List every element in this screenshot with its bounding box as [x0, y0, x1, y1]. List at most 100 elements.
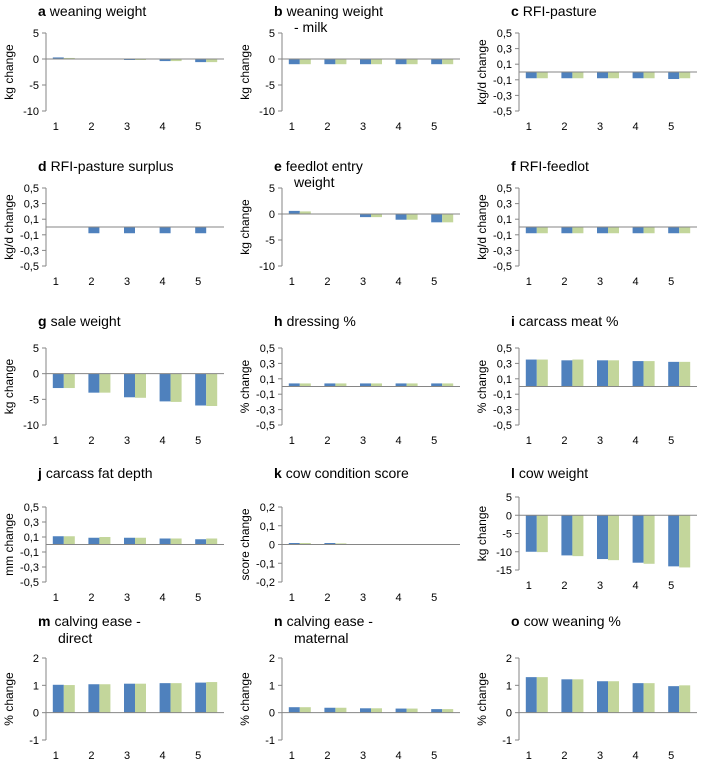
y-tick-label: -5 [265, 80, 275, 92]
bar-series-1-cat-2 [324, 59, 336, 65]
chart-subtitle: weight [294, 174, 335, 190]
x-tick-label: 1 [526, 580, 532, 592]
chart-title: c RFI-pasture [511, 3, 597, 19]
x-tick-label: 1 [53, 276, 59, 288]
bar-series-1-cat-4 [632, 72, 644, 79]
bar-series-1-cat-1 [288, 210, 300, 214]
bar-series-1-cat-5 [195, 682, 207, 713]
panel-title-text: weaning weight [286, 3, 384, 19]
x-tick-label: 3 [124, 276, 130, 288]
x-tick-label: 2 [561, 435, 567, 447]
bar-series-1-cat-3 [124, 537, 135, 545]
bar-series-1-cat-3 [360, 214, 371, 218]
bar-series-1-cat-4 [632, 515, 644, 563]
chart-title: b weaning weight [274, 3, 383, 19]
panel-letter: m [38, 613, 51, 629]
x-tick-label: 5 [431, 435, 437, 447]
chart-title: f RFI-feedlot [511, 158, 589, 174]
y-tick-label: -0,5 [493, 420, 512, 432]
x-tick-label: 2 [324, 592, 330, 604]
x-tick-label: 3 [597, 750, 603, 762]
y-tick-label: 0 [33, 54, 39, 66]
bar-series-1-cat-1 [525, 72, 537, 79]
y-tick-label: 0,5 [24, 183, 39, 195]
y-tick-label: 0,5 [497, 183, 512, 195]
bar-series-1-cat-1 [52, 536, 64, 545]
bar-series-1-cat-1 [288, 543, 300, 545]
bar-series-2-cat-2 [99, 373, 111, 393]
chart-svg: 0,5 0,3 0,1 -0,1 -0,3 -0,5 kg/d change 1 2 3 4 5 [475, 28, 697, 133]
y-tick-label: -0,5 [20, 261, 39, 273]
chart-panel-k: k cow condition score 0,2 0,1 0 -0,1 -0,2 score… [236, 462, 472, 615]
y-tick-label: 0,1 [24, 532, 39, 544]
y-tick-label: -0,5 [256, 420, 275, 432]
bar-series-2-cat-2 [572, 72, 584, 79]
y-tick-label: -10 [259, 106, 275, 118]
x-tick-label: 3 [360, 592, 366, 604]
x-tick-label: 3 [360, 750, 366, 762]
bar-series-1-cat-2 [561, 72, 573, 79]
bar-series-1-cat-1 [525, 677, 537, 713]
y-tick-label: 5 [33, 343, 39, 355]
x-tick-label: 1 [526, 121, 532, 133]
bar-series-2-cat-4 [170, 59, 182, 62]
bar-series-1-cat-5 [195, 227, 207, 234]
chart-panel-h: h dressing % 0,5 0,3 0,1 -0,1 -0,3 -0,5 % change… [236, 310, 472, 463]
bar-series-2-cat-2 [99, 684, 111, 713]
bar-series-1-cat-2 [324, 707, 336, 713]
x-tick-label: 2 [561, 121, 567, 133]
bar-series-1-cat-5 [195, 59, 207, 63]
chart-subtitle: - milk [294, 19, 328, 35]
y-axis-label: kg/d change [2, 194, 16, 260]
x-tick-label: 4 [160, 121, 166, 133]
bar-series-2-cat-2 [99, 537, 111, 545]
bar-series-1-cat-5 [668, 515, 680, 567]
bar-series-2-cat-2 [335, 59, 347, 65]
bar-series-1-cat-3 [597, 360, 608, 387]
x-tick-label: 5 [668, 750, 674, 762]
chart-title: d RFI-pasture surplus [38, 158, 174, 174]
bar-series-1-cat-4 [632, 361, 644, 387]
bar-series-1-cat-2 [324, 383, 336, 387]
x-tick-label: 4 [633, 580, 639, 592]
bar-series-2-cat-4 [170, 373, 182, 402]
x-tick-label: 3 [124, 750, 130, 762]
panel-title-text: cow weaning % [523, 613, 621, 629]
y-axis-label: kg change [238, 199, 252, 255]
chart-svg: 2 1 0 -1 % change 1 2 3 4 5 [475, 653, 697, 762]
y-tick-label: 0 [269, 54, 275, 66]
x-tick-label: 4 [160, 435, 166, 447]
y-axis-label: kg change [2, 44, 16, 100]
chart-svg: 0,5 0,3 0,1 -0,1 -0,3 -0,5 % change 1 2 3 4 5 [475, 343, 697, 447]
bar-series-1-cat-2 [561, 360, 573, 387]
bar-series-1-cat-3 [360, 383, 371, 387]
bar-series-2-cat-4 [406, 59, 418, 65]
chart-panel-c: c RFI-pasture 0,5 0,3 0,1 -0,1 -0,3 -0,5 kg/d ch… [473, 0, 709, 153]
bar-series-2-cat-2 [572, 679, 584, 713]
y-tick-label: 0 [269, 708, 275, 720]
chart-svg: 5 0 -5 -10 kg change 1 2 3 4 5 [238, 28, 460, 133]
x-tick-label: 3 [360, 121, 366, 133]
bar-series-1-cat-2 [324, 543, 336, 545]
bar-series-1-cat-3 [597, 72, 608, 79]
x-tick-label: 4 [160, 592, 166, 604]
y-tick-label: 5 [506, 492, 512, 504]
bar-series-1-cat-2 [88, 373, 100, 393]
y-axis-label: kg change [238, 44, 252, 100]
y-tick-label: -0,1 [20, 230, 39, 242]
bar-series-2-cat-3 [135, 373, 146, 398]
chart-svg: 0,5 0,3 0,1 -0,1 -0,3 -0,5 % change 1 2 3 4 5 [238, 343, 460, 447]
x-tick-label: 5 [668, 580, 674, 592]
panel-title-text: RFI-pasture [522, 3, 597, 19]
chart-title: k cow condition score [274, 465, 409, 481]
bar-series-1-cat-1 [52, 684, 64, 713]
x-tick-label: 4 [160, 750, 166, 762]
bar-series-1-cat-5 [431, 59, 443, 65]
x-tick-label: 3 [124, 435, 130, 447]
panel-letter: e [274, 158, 282, 174]
panel-letter: f [511, 158, 516, 174]
chart-title: e feedlot entry [274, 158, 363, 174]
y-tick-label: 1 [33, 680, 39, 692]
x-tick-label: 1 [289, 592, 295, 604]
x-tick-label: 1 [289, 435, 295, 447]
